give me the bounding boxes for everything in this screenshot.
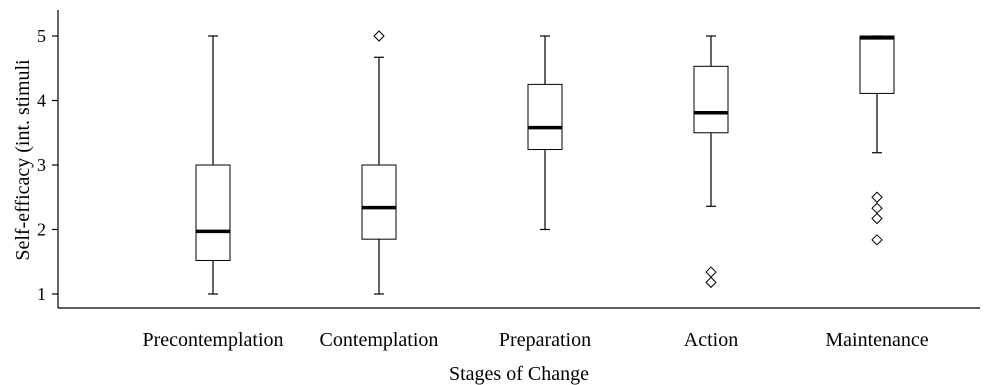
iqr-box	[859, 35, 895, 94]
x-tick-label: Contemplation	[320, 329, 439, 351]
x-axis-tick-labels: Precontemplation Contemplation Preparation…	[142, 329, 928, 351]
box-preparation	[527, 35, 563, 231]
outlier-point	[871, 212, 883, 225]
y-tick-label: 3	[37, 155, 46, 175]
box-contemplation	[361, 30, 397, 295]
box-precontemplation	[195, 35, 231, 295]
outlier-point	[871, 234, 883, 246]
outlier-point	[871, 202, 883, 214]
box-series	[195, 30, 895, 295]
outlier-point	[705, 266, 717, 278]
y-axis-title: Self-efficacy (int. stimuli	[12, 59, 34, 261]
iqr-box	[527, 83, 563, 151]
y-tick-label: 1	[37, 284, 46, 304]
outlier-point	[373, 30, 385, 42]
x-tick-label: Preparation	[499, 329, 591, 351]
outlier-point	[705, 276, 717, 289]
box-action	[693, 35, 729, 289]
y-tick-label: 4	[37, 91, 46, 111]
y-tick-label: 5	[37, 26, 46, 46]
box-maintenance	[859, 35, 895, 246]
x-tick-label: Precontemplation	[142, 329, 283, 351]
iqr-box	[361, 164, 397, 240]
x-axis-title: Stages of Change	[449, 363, 589, 385]
x-tick-label: Maintenance	[825, 329, 928, 351]
x-tick-label: Action	[684, 329, 738, 351]
iqr-box	[195, 164, 231, 261]
y-tick-label: 2	[37, 220, 46, 240]
y-axis-ticks: 1 2 3 4 5	[37, 26, 58, 304]
outlier-point	[871, 191, 883, 203]
iqr-box	[693, 65, 729, 134]
